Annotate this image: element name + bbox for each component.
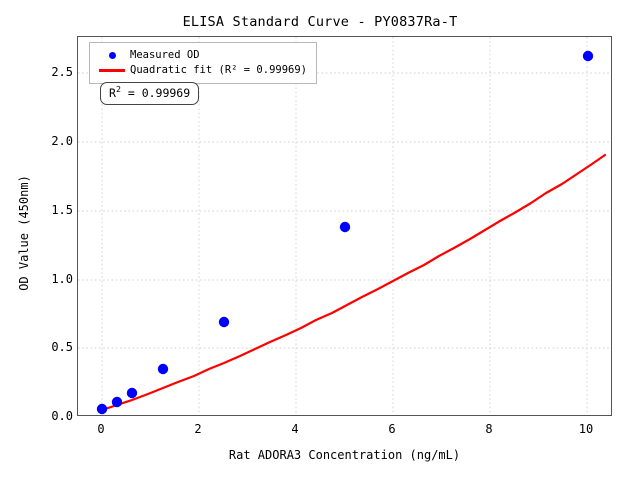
r2-exponent: 2 — [115, 84, 121, 95]
data-point — [339, 221, 351, 233]
legend-label: Measured OD — [130, 49, 200, 61]
y-axis-label: OD Value (450nm) — [17, 175, 31, 291]
page-title: ELISA Standard Curve - PY0837Ra-T — [182, 14, 458, 30]
x-axis-label: Rat ADORA3 Concentration (ng/mL) — [228, 448, 461, 462]
legend-label: Quadratic fit (R² = 0.99969) — [130, 64, 308, 76]
marker-dot-icon — [97, 50, 127, 62]
fit-line-icon — [97, 65, 127, 77]
x-tick-label: 8 — [485, 422, 493, 436]
quadratic-fit-line — [100, 153, 607, 412]
data-point — [96, 403, 108, 415]
y-tick-label: 2.5 — [51, 65, 73, 79]
legend-item-quadratic-fit: Quadratic fit (R² = 0.99969) — [97, 63, 307, 78]
data-point — [111, 396, 123, 408]
data-point — [582, 50, 594, 62]
x-tick-label: 6 — [388, 422, 396, 436]
legend-item-measured-od: Measured OD — [97, 48, 307, 63]
y-tick-label: 0.5 — [51, 340, 73, 354]
y-tick-label: 0.0 — [51, 409, 73, 423]
y-tick-label: 2.0 — [51, 134, 73, 148]
y-tick-label: 1.5 — [51, 203, 73, 217]
x-tick-label: 10 — [578, 422, 594, 436]
x-tick-label: 2 — [194, 422, 202, 436]
data-point — [218, 316, 230, 328]
measured-od-points — [96, 50, 594, 415]
x-tick-label: 0 — [97, 422, 105, 436]
data-point — [157, 363, 169, 375]
r2-prefix: R — [109, 86, 116, 100]
x-tick-label: 4 — [291, 422, 299, 436]
data-point — [126, 387, 138, 399]
y-tick-label: 1.0 — [51, 272, 73, 286]
r2-annotation: R2 = 0.99969 — [100, 82, 200, 105]
r2-value: = 0.99969 — [120, 86, 191, 100]
chart-legend: Measured OD Quadratic fit (R² = 0.99969) — [89, 42, 318, 84]
plot-area: Measured OD Quadratic fit (R² = 0.99969)… — [77, 36, 612, 416]
